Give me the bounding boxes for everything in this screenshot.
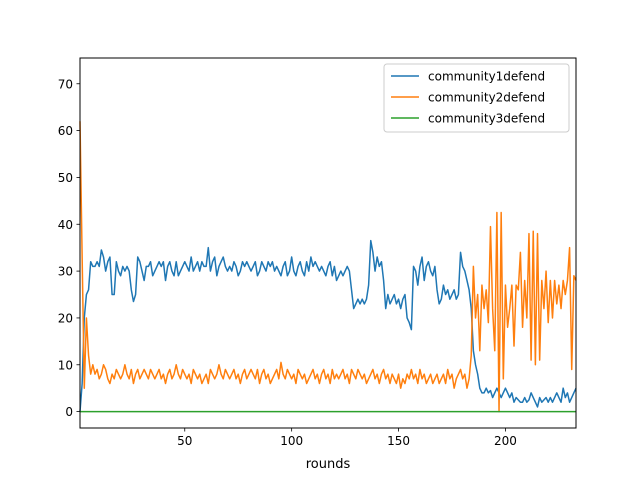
y-tick-label: 0 [65, 405, 73, 419]
x-tick-label: 200 [494, 434, 517, 448]
y-axis: 0 10 20 30 40 50 60 70 [58, 77, 80, 419]
x-axis: 50 100 150 200 [177, 428, 517, 448]
series-line-1 [79, 239, 577, 412]
y-tick-label: 60 [58, 124, 73, 138]
legend-label-2: community2defend [428, 91, 545, 105]
y-tick-label: 70 [58, 77, 73, 91]
x-tick-label: 150 [387, 434, 410, 448]
y-tick-label: 20 [58, 311, 73, 325]
legend-box [383, 63, 570, 133]
y-tick-label: 50 [58, 171, 73, 185]
x-tick-label: 100 [280, 434, 303, 448]
y-tick-label: 10 [58, 358, 73, 372]
y-tick-label: 30 [58, 265, 73, 279]
legend: community1defend community2defend communit… [383, 63, 570, 133]
legend-label-1: community1defend [428, 70, 545, 84]
x-tick-label: 50 [177, 434, 192, 448]
series-layer [79, 121, 577, 413]
y-tick-label: 40 [58, 218, 73, 232]
legend-label-3: community3defend [428, 112, 545, 126]
plot-frame [79, 57, 577, 429]
x-axis-label: rounds [306, 457, 351, 472]
series-line-2 [79, 121, 577, 413]
